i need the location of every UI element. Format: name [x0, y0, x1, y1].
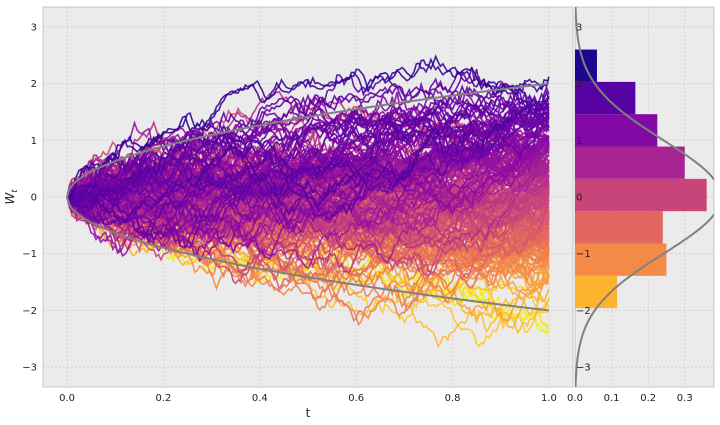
hist-x-tick-label: 0.0: [567, 393, 583, 404]
hist-x-tick-label: 0.1: [604, 393, 620, 404]
histogram-bar: [575, 81, 636, 115]
histogram-bar: [575, 178, 707, 212]
hist-y-tick-label: 3: [576, 22, 582, 33]
brownian-path: [66, 109, 550, 223]
hist-y-tick-label: 0: [576, 193, 582, 204]
normal-pdf-curve: [575, 7, 714, 387]
y-tick-label: 3: [31, 22, 37, 33]
histogram-plot: 0.0 0.1 0.2 0.3 −3 −2 −1 0 1 2 3: [567, 6, 715, 404]
brownian-path: [67, 91, 550, 224]
y-axis-title-main: W: [3, 192, 17, 205]
brownian-path: [67, 89, 550, 207]
brownian-path: [66, 82, 550, 209]
y-tick-label: 1: [31, 136, 37, 147]
hist-x-tick-label: 0.3: [677, 393, 693, 404]
y-tick-label: 2: [31, 79, 37, 90]
histogram-bar: [575, 211, 663, 244]
hist-y-tick-label: 1: [576, 136, 582, 147]
brownian-path: [66, 102, 550, 221]
histogram-bars: [575, 49, 707, 309]
histogram-x-ticks: 0.0 0.1 0.2 0.3: [567, 393, 693, 404]
histogram-y-ticks: −3 −2 −1 0 1 2 3: [576, 22, 591, 373]
x-tick-label: 0.4: [252, 393, 268, 404]
y-axis-title: Wt: [3, 189, 19, 205]
y-tick-label: −2: [22, 306, 37, 317]
x-tick-label: 1.0: [541, 393, 557, 404]
x-axis-title: t: [306, 406, 311, 420]
normal-pdf-line: [575, 7, 714, 387]
hist-x-tick-label: 0.2: [640, 393, 656, 404]
brownian-path: [67, 74, 550, 206]
x-tick-label: 0.8: [445, 393, 461, 404]
x-tick-label: 0.0: [59, 393, 75, 404]
x-tick-label: 0.6: [348, 393, 364, 404]
y-tick-label: −1: [22, 249, 37, 260]
y-tick-label: 0: [31, 193, 37, 204]
sqrt-envelope: [66, 82, 550, 312]
lower-envelope-line: [66, 196, 550, 312]
hist-y-tick-label: −2: [576, 306, 591, 317]
y-tick-label: −3: [22, 363, 37, 374]
brownian-path: [66, 69, 550, 215]
hist-y-tick-label: −1: [576, 249, 591, 260]
y-axis-title-subscript: t: [10, 189, 19, 193]
x-tick-label: 0.2: [156, 393, 172, 404]
histogram-bar: [575, 114, 658, 147]
hist-y-tick-label: −3: [576, 363, 591, 374]
brownian-path: [66, 106, 550, 250]
brownian-path: [66, 85, 550, 217]
brownian-paths: [66, 54, 550, 348]
brownian-path: [66, 54, 550, 200]
brownian-path: [66, 66, 550, 213]
hist-y-tick-label: 2: [576, 79, 582, 90]
paths-x-ticks: 0.0 0.2 0.4 0.6 0.8 1.0: [59, 393, 557, 404]
upper-envelope-line: [66, 82, 550, 198]
brownian-path: [66, 196, 550, 285]
histogram-bar: [575, 243, 667, 276]
histogram-bar: [575, 146, 685, 179]
paths-plot: 0.0 0.2 0.4 0.6 0.8 1.0 −3 −2 −1 0 1 2 3 t Wt: [3, 6, 574, 420]
paths-y-ticks: −3 −2 −1 0 1 2 3: [22, 22, 37, 373]
